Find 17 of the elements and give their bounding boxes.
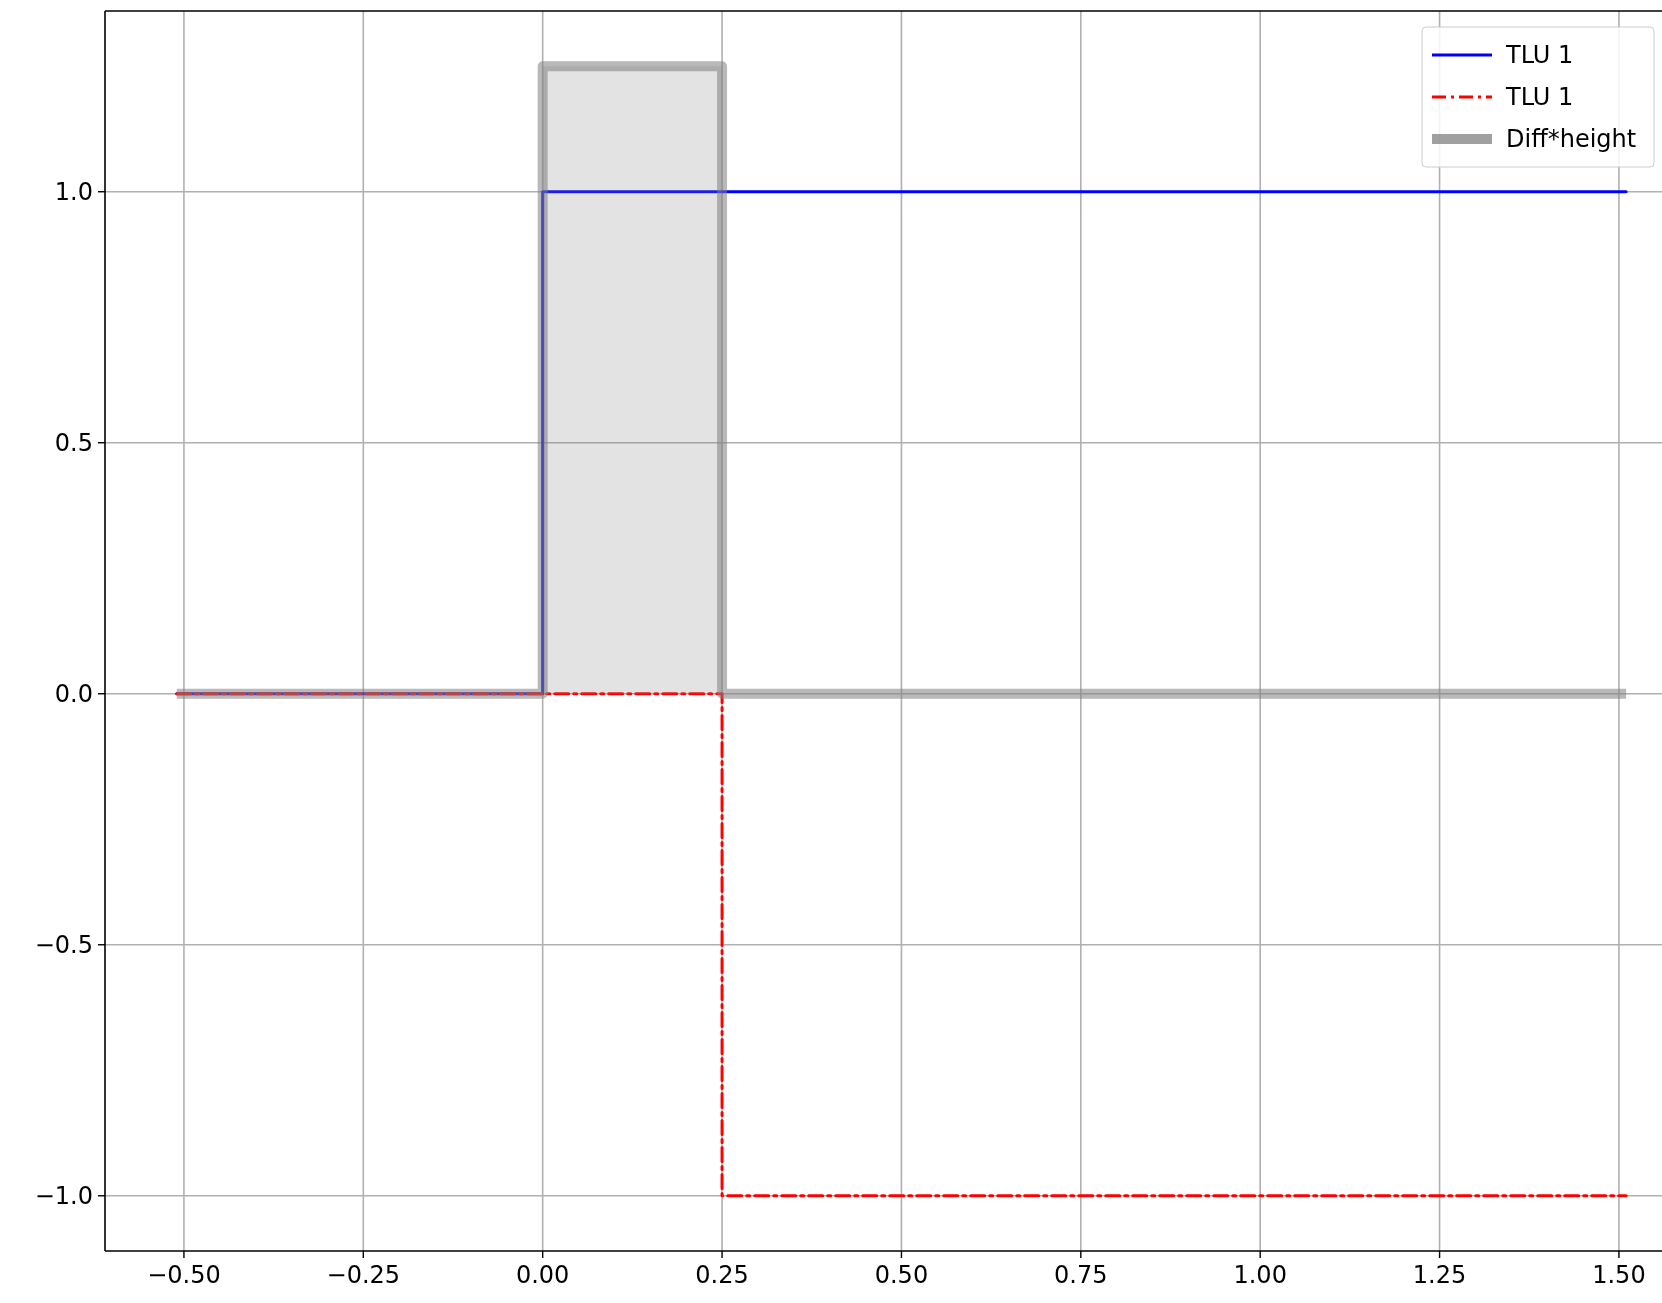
x-tick-label: 1.25 [1412, 1261, 1467, 1289]
legend-label: TLU 1 [1505, 83, 1574, 111]
x-tick-label: 1.50 [1592, 1261, 1646, 1289]
x-tick-label: 0.00 [515, 1261, 570, 1289]
x-tick-label: −0.50 [147, 1261, 221, 1289]
y-tick-label: −0.5 [34, 930, 93, 959]
x-tick-label: 0.25 [695, 1261, 749, 1289]
legend-label: TLU 1 [1505, 41, 1574, 69]
x-tick-label: 0.75 [1054, 1261, 1108, 1289]
x-tick-label: 1.00 [1233, 1261, 1287, 1289]
x-tick-label: −0.25 [326, 1261, 401, 1289]
x-tick-label: 0.50 [874, 1261, 929, 1289]
y-tick-label: −1.0 [34, 1181, 93, 1210]
y-tick-label: 0.5 [54, 428, 93, 457]
y-tick-label: 1.0 [54, 177, 93, 206]
legend-label: Diff*height [1506, 125, 1637, 153]
y-tick-label: 0.0 [54, 679, 93, 708]
